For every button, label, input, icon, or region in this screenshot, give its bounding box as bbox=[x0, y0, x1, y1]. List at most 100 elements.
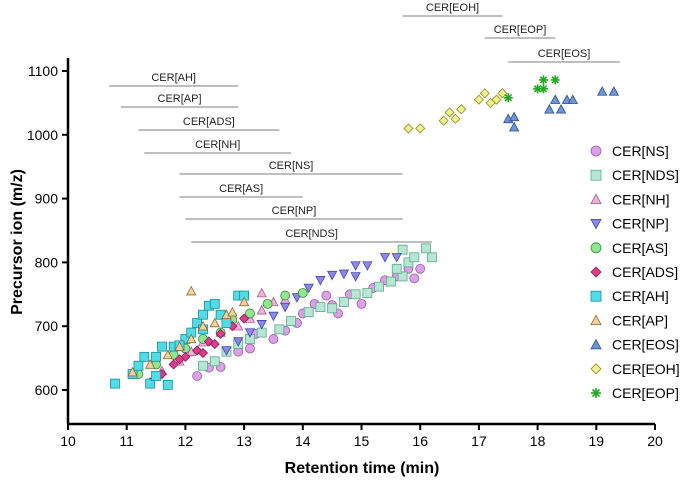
point-cer-eos bbox=[550, 94, 561, 104]
point-cer-ah bbox=[145, 378, 156, 389]
annotation-label: CER[EOP] bbox=[494, 24, 547, 36]
legend-label: CER[EOS] bbox=[612, 337, 679, 353]
point-cer-nds bbox=[385, 276, 396, 287]
point-cer-np bbox=[256, 320, 267, 330]
point-cer-ap bbox=[186, 333, 197, 344]
point-cer-ads bbox=[174, 354, 185, 365]
annotation-label: CER[NDS] bbox=[285, 228, 338, 240]
annotation-label: CER[NH] bbox=[195, 139, 240, 151]
point-cer-ns bbox=[356, 298, 367, 309]
point-cer-nds bbox=[397, 271, 408, 282]
asterisk-stroke bbox=[551, 76, 559, 84]
point-cer-ap bbox=[209, 317, 220, 328]
point-cer-eos bbox=[608, 86, 620, 96]
point-cer-ads bbox=[197, 347, 209, 359]
point-cer-np bbox=[268, 311, 279, 322]
point-cer-ap bbox=[145, 359, 156, 369]
point-cer-nds bbox=[427, 252, 437, 263]
point-cer-eos bbox=[508, 121, 520, 132]
legend-marker bbox=[590, 218, 602, 230]
point-cer-np bbox=[362, 261, 373, 271]
point-cer-eoh bbox=[450, 113, 461, 124]
point-cer-ads bbox=[168, 359, 179, 370]
legend-label: CER[AH] bbox=[612, 288, 669, 304]
point-cer-eop bbox=[538, 84, 548, 94]
y-tick-label: 600 bbox=[35, 382, 59, 398]
y-tick-label: 800 bbox=[35, 254, 59, 270]
point-cer-np bbox=[221, 346, 232, 356]
legend-label: CER[NS] bbox=[612, 143, 669, 159]
point-cer-nds bbox=[350, 289, 361, 300]
point-cer-ns bbox=[245, 343, 255, 354]
legend-marker bbox=[590, 290, 602, 302]
point-cer-ah bbox=[151, 351, 161, 362]
point-cer-ns bbox=[415, 263, 426, 274]
point-cer-ads bbox=[209, 338, 220, 350]
point-cer-np bbox=[280, 302, 291, 313]
legend-label: CER[AP] bbox=[612, 312, 668, 328]
x-tick-label: 11 bbox=[119, 433, 134, 449]
point-cer-np bbox=[303, 283, 314, 294]
legend-marker bbox=[590, 338, 602, 350]
point-cer-eos bbox=[567, 94, 578, 104]
point-cer-nds bbox=[286, 316, 296, 326]
data-points bbox=[110, 75, 620, 390]
point-cer-nds bbox=[403, 257, 414, 268]
point-cer-eoh bbox=[473, 94, 484, 105]
legend-marker bbox=[590, 169, 602, 181]
point-cer-eoh bbox=[497, 88, 508, 99]
annotation-label: CER[NP] bbox=[272, 205, 317, 217]
point-cer-nds bbox=[391, 263, 402, 274]
legend-marker bbox=[590, 363, 602, 375]
point-cer-np bbox=[233, 337, 244, 347]
annotation-label: CER[ADS] bbox=[183, 116, 235, 128]
point-cer-nds bbox=[397, 244, 408, 255]
point-cer-nds bbox=[315, 302, 326, 312]
point-cer-eop bbox=[550, 75, 560, 85]
y-tick-label: 900 bbox=[35, 191, 59, 207]
point-cer-eos bbox=[555, 103, 567, 114]
point-cer-eoh bbox=[479, 88, 490, 99]
legend-marker bbox=[590, 242, 602, 254]
point-cer-ap bbox=[186, 285, 197, 296]
point-cer-ap bbox=[238, 296, 250, 307]
asterisk-stroke bbox=[504, 94, 512, 102]
x-tick-label: 12 bbox=[178, 433, 194, 449]
point-cer-ns bbox=[192, 371, 203, 381]
point-cer-np bbox=[350, 261, 361, 271]
point-cer-ap bbox=[162, 349, 173, 360]
annotation-label: CER[EOH] bbox=[426, 2, 479, 14]
x-tick-label: 17 bbox=[471, 433, 487, 449]
asterisk-stroke bbox=[539, 85, 548, 93]
point-cer-ah bbox=[151, 371, 161, 381]
point-cer-nds bbox=[303, 307, 314, 318]
point-cer-np bbox=[315, 276, 326, 286]
point-cer-nds bbox=[421, 243, 431, 254]
point-cer-nds bbox=[362, 288, 373, 298]
legend-marker bbox=[590, 314, 602, 326]
annotation-label: CER[AS] bbox=[219, 183, 263, 195]
point-cer-ah bbox=[198, 309, 208, 320]
point-cer-eoh bbox=[456, 104, 467, 115]
point-cer-ah bbox=[221, 318, 232, 328]
asterisk-stroke bbox=[533, 85, 542, 93]
point-cer-np bbox=[350, 272, 361, 282]
y-axis-label: Precursor ion (m/z) bbox=[9, 169, 26, 315]
x-tick-label: 15 bbox=[354, 433, 370, 449]
legend-label: CER[EOP] bbox=[612, 385, 679, 401]
point-cer-eos bbox=[544, 103, 555, 114]
point-cer-nds bbox=[374, 281, 385, 292]
point-cer-nh bbox=[256, 304, 267, 315]
legend-label: CER[EOH] bbox=[612, 361, 680, 377]
point-cer-nds bbox=[338, 297, 349, 307]
point-cer-as bbox=[297, 288, 308, 298]
legend-label: CER[AS] bbox=[612, 240, 668, 256]
point-cer-ap bbox=[127, 366, 138, 377]
x-tick-label: 16 bbox=[412, 433, 428, 449]
point-cer-ah bbox=[157, 341, 167, 352]
point-cer-eoh bbox=[491, 94, 502, 105]
point-cer-nds bbox=[198, 360, 208, 371]
point-cer-ah bbox=[110, 378, 120, 389]
legend: CER[NS] CER[NDS] CER[NH] CER[NP] CER[AS] CER[… bbox=[590, 143, 680, 401]
